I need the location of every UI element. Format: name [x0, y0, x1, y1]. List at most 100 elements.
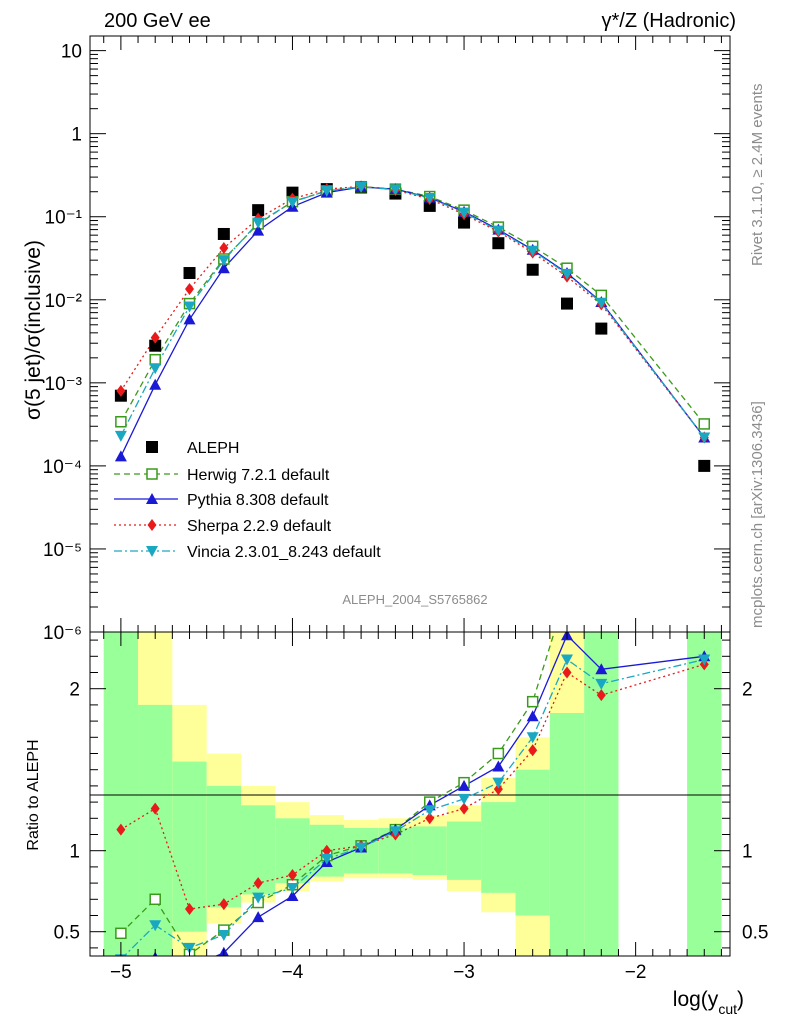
band-inner [687, 632, 722, 956]
ratio-point-sherpa [322, 844, 332, 857]
legend-marker-pythia [146, 493, 158, 504]
ratio-point-vincia [423, 805, 436, 817]
x-tick-labels: −5 −4 −3 −2 [110, 962, 646, 983]
ratio-y-axis-label: Ratio to ALEPH [25, 739, 42, 850]
main-point-aleph [458, 216, 471, 229]
ratio-point-pythia [252, 911, 265, 923]
main-series-markers [114, 180, 711, 472]
ratio-line-herwig [120, 632, 556, 956]
ratio-point-herwig [596, 603, 606, 613]
main-y-tick-label: 1 [71, 125, 82, 146]
main-point-sherpa [219, 242, 229, 255]
main-frame [89, 35, 731, 633]
main-point-vincia [560, 268, 573, 280]
main-point-herwig [149, 353, 161, 366]
band-inner [515, 769, 550, 916]
main-point-aleph [286, 186, 299, 199]
ratio-y-tick-label-left: 1 [69, 842, 80, 863]
legend-label: Vincia 2.3.01_8.243 default [187, 544, 381, 561]
legend-label: Sherpa 2.2.9 default [187, 518, 332, 535]
ratio-point-sherpa [562, 666, 572, 679]
legend-label: ALEPH [187, 440, 239, 457]
ratio-y-tick-label-right: 0.5 [742, 923, 768, 944]
main-point-pythia [252, 224, 265, 236]
ratio-series-markers [114, 489, 711, 972]
main-point-aleph [217, 227, 230, 240]
main-point-aleph [183, 267, 196, 280]
main-point-aleph [423, 199, 436, 212]
main-point-aleph [149, 339, 162, 352]
main-axes [89, 35, 731, 633]
band-inner [481, 802, 516, 893]
ratio-point-herwig [699, 489, 709, 499]
main-point-vincia [526, 245, 539, 257]
ratio-point-sherpa [596, 689, 606, 702]
plot-title-right: γ*/Z (Hadronic) [602, 10, 736, 32]
main-point-herwig [698, 418, 711, 430]
ratio-point-herwig [492, 747, 505, 760]
legend-label: Pythia 8.308 default [187, 492, 329, 509]
main-y-tick-label: 10 [61, 42, 82, 63]
legend-label: Herwig 7.2.1 default [187, 467, 330, 484]
ratio-point-herwig [115, 927, 127, 940]
ratio-point-vincia [389, 826, 402, 838]
ratio-axes [89, 631, 731, 957]
ratio-point-vincia [252, 892, 265, 904]
ratio-point-sherpa [287, 869, 297, 881]
main-point-aleph [698, 459, 711, 472]
ratio-point-sherpa [493, 783, 503, 796]
ratio-point-pythia [595, 663, 608, 675]
ratio-y-tick-label-left: 2 [69, 680, 80, 701]
legend-item-aleph: ALEPH [146, 440, 239, 457]
ratio-panel: 0.5 0.5 1 1 2 2 −5 −4 −3 −2 [54, 489, 768, 983]
main-y-tick-label: 10⁻⁴ [43, 457, 82, 478]
main-y-axis-label: σ(5 jet)/σ(inclusive) [22, 240, 45, 420]
ratio-point-sherpa [459, 802, 469, 815]
legend-marker-sherpa [147, 519, 157, 531]
main-point-vincia [595, 297, 608, 309]
ratio-point-pythia [458, 779, 471, 791]
legend-item-vincia: Vincia 2.3.01_8.243 default [114, 544, 381, 561]
ratio-point-vincia [183, 942, 196, 954]
main-point-sherpa [185, 282, 195, 295]
mcplots-credit-label: mcplots.cern.ch [arXiv:1306.3436] [749, 401, 766, 628]
legend-marker-aleph [146, 441, 158, 453]
main-point-vincia [217, 255, 230, 267]
band-inner [103, 632, 139, 956]
ratio-point-vincia [320, 853, 333, 865]
x-tick-label: −5 [110, 962, 132, 983]
band-inner [549, 713, 585, 956]
ratio-point-sherpa [116, 823, 126, 836]
ratio-frame [89, 631, 731, 957]
legend-marker-vincia [146, 546, 158, 557]
main-point-vincia [286, 197, 299, 209]
x-tick-label: −3 [453, 962, 475, 983]
main-point-vincia [423, 193, 436, 205]
main-y-tick-label: 10⁻⁵ [43, 540, 82, 561]
main-line-pythia [120, 186, 705, 457]
main-y-tick-label: 10⁻¹ [45, 208, 83, 229]
legend-item-pythia: Pythia 8.308 default [114, 492, 329, 509]
band-inner [446, 821, 482, 880]
ratio-point-herwig [562, 587, 572, 597]
ratio-point-vincia [595, 678, 608, 690]
ratio-point-pythia [184, 961, 196, 972]
legend-item-herwig: Herwig 7.2.1 default [114, 467, 330, 484]
main-y-tick-label: 10⁻² [45, 291, 83, 312]
main-point-vincia [149, 363, 162, 375]
ratio-line-pythia [214, 634, 705, 956]
ratio-point-herwig [526, 695, 539, 708]
main-point-aleph [595, 322, 608, 335]
plot-title-left: 200 GeV ee [104, 10, 211, 32]
main-point-vincia [389, 184, 402, 196]
ratio-point-sherpa [425, 812, 435, 825]
main-point-sherpa [150, 331, 160, 344]
main-y-tick-label: 10⁻³ [45, 374, 83, 395]
main-point-aleph [526, 263, 539, 276]
rivet-version-label: Rivet 3.1.10, ≥ 2.4M events [749, 84, 766, 267]
main-y-tick-labels: 10⁻⁶ 10⁻⁵ 10⁻⁴ 10⁻³ 10⁻² 10⁻¹ 1 10 [43, 42, 82, 644]
main-line-vincia [120, 186, 705, 438]
main-series-lines [120, 185, 705, 457]
ratio-point-sherpa [185, 903, 195, 916]
